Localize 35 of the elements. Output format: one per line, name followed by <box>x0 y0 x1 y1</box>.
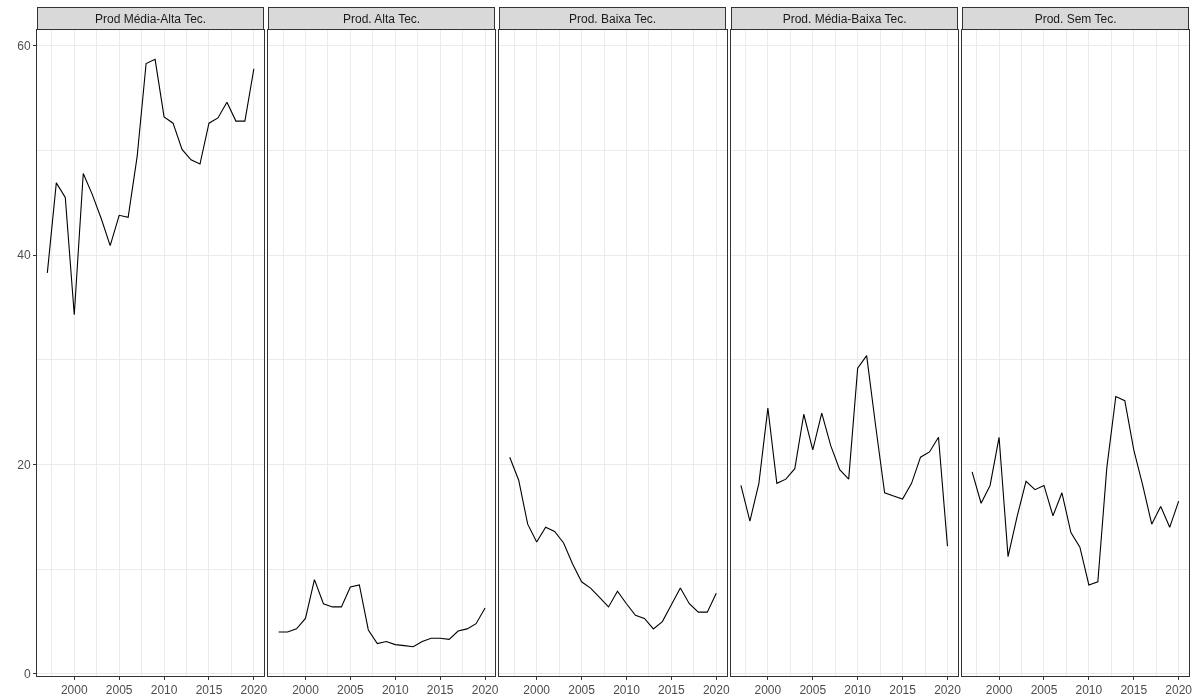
x-tick-label: 2020 <box>471 683 499 698</box>
y-tick-label: 20 <box>17 457 31 472</box>
x-tick-label: 2015 <box>195 683 223 698</box>
x-tick-label: 2015 <box>889 683 917 698</box>
x-tick-label: 2000 <box>60 683 88 698</box>
x-tick-label: 2005 <box>337 683 365 698</box>
x-tick-label: 2015 <box>1120 683 1148 698</box>
x-tick-label: 2010 <box>613 683 641 698</box>
chart-title: Prod. Alta Tec. <box>343 11 421 26</box>
chart-title: Prod. Média-Baixa Tec. <box>782 11 907 26</box>
x-tick-label: 2000 <box>523 683 551 698</box>
x-tick-label: 2005 <box>105 683 133 698</box>
x-tick-label: 2010 <box>1075 683 1103 698</box>
chart-title: Prod. Baixa Tec. <box>569 11 657 26</box>
chart-title: Prod. Sem Tec. <box>1034 11 1117 26</box>
x-tick-label: 2020 <box>934 683 962 698</box>
x-tick-label: 2020 <box>240 683 268 698</box>
x-tick-label: 2020 <box>702 683 730 698</box>
x-tick-label: 2015 <box>658 683 686 698</box>
x-tick-label: 2005 <box>799 683 827 698</box>
x-tick-label: 2010 <box>150 683 178 698</box>
y-tick-label: 0 <box>23 667 31 682</box>
x-tick-label: 2005 <box>1030 683 1058 698</box>
chart-title: Prod Média-Alta Tec. <box>95 11 207 26</box>
x-tick-label: 2005 <box>568 683 596 698</box>
x-tick-label: 2020 <box>1165 683 1193 698</box>
y-tick-label: 60 <box>17 38 31 53</box>
x-tick-label: 2000 <box>985 683 1013 698</box>
x-tick-label: 2015 <box>426 683 454 698</box>
x-tick-label: 2010 <box>844 683 872 698</box>
y-tick-label: 40 <box>17 248 31 263</box>
x-tick-label: 2000 <box>292 683 320 698</box>
line-series <box>46 58 255 316</box>
x-tick-label: 2000 <box>754 683 782 698</box>
x-tick-label: 2010 <box>381 683 409 698</box>
